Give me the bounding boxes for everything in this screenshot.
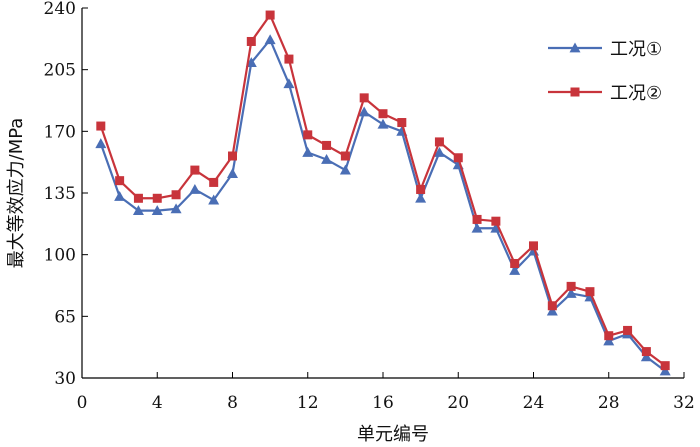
series-1-point [433, 146, 445, 157]
series-1-point [95, 138, 107, 149]
series-2-point [604, 331, 614, 341]
series-2-point [171, 190, 181, 200]
legend: 工况① 工况② [548, 39, 662, 104]
y-tick-label: 205 [44, 61, 76, 81]
series-1-point [302, 146, 314, 157]
series-1-point [509, 265, 521, 275]
x-tick-label: 8 [227, 393, 238, 413]
series-1-line [99, 38, 666, 372]
x-tick-label: 28 [598, 393, 620, 413]
series-2-point [416, 184, 426, 194]
series-1-point [603, 335, 615, 346]
series-2-point [378, 109, 388, 119]
series-1-point [227, 168, 238, 179]
series-layer [95, 10, 671, 376]
series-2-point [115, 176, 125, 186]
y-axis-title: 最大等效应力/MPa [6, 118, 27, 269]
x-tick-label: 12 [297, 393, 319, 413]
series-2-point [453, 153, 463, 163]
series-1-point [358, 106, 370, 117]
series-2-point [660, 361, 670, 371]
series-1-point [208, 194, 220, 205]
series-1-point [546, 305, 558, 316]
series-2-point [152, 193, 162, 203]
y-tick-label: 65 [54, 307, 76, 327]
series-2-point [510, 258, 520, 268]
x-tick-label: 20 [447, 393, 469, 413]
series-1-point [415, 192, 427, 203]
series-2-point [303, 130, 313, 140]
y-tick-label: 170 [44, 122, 76, 142]
legend-label-1: 工况① [610, 39, 662, 60]
series-2-line [99, 13, 666, 367]
series-1-point [377, 118, 389, 129]
series-2-point [641, 347, 651, 357]
y-tick-label: 100 [44, 246, 76, 266]
series-1 [95, 34, 671, 376]
series-2-point [190, 165, 200, 175]
series-2 [96, 10, 670, 371]
series-2-point [133, 193, 143, 203]
legend-label-2: 工况② [610, 83, 662, 104]
series-1-point [339, 164, 351, 175]
series-2-point [529, 241, 538, 251]
x-tick-label: 32 [673, 393, 695, 413]
series-2-point [359, 93, 369, 103]
legend-marker-2 [570, 87, 580, 97]
x-tick-label: 24 [523, 393, 545, 413]
series-2-point [322, 140, 332, 150]
series-1-point [321, 154, 333, 164]
series-2-point [472, 214, 482, 224]
x-tick-label: 4 [152, 393, 163, 413]
series-1-point [132, 205, 144, 216]
series-2-point [246, 36, 256, 46]
series-1-point [189, 183, 201, 194]
series-2-point [491, 216, 501, 226]
series-2-point [585, 287, 595, 297]
series-2-point [209, 177, 219, 187]
series-1-point [283, 78, 295, 89]
x-tick-label: 0 [77, 393, 88, 413]
series-1-point [471, 222, 483, 233]
series-1-point [490, 222, 502, 233]
x-axis-title: 单元编号 [357, 424, 429, 445]
y-tick-label: 240 [44, 0, 76, 19]
series-1-point [565, 287, 577, 298]
series-2-point [547, 301, 557, 311]
series-1-point [659, 365, 671, 376]
series-1-point [114, 191, 126, 201]
series-2-point [623, 325, 633, 335]
series-1-point [264, 34, 276, 45]
y-tick-label: 30 [54, 369, 76, 389]
series-1-point [151, 205, 163, 216]
y-tick-label: 135 [44, 184, 76, 204]
series-2-point [340, 151, 350, 161]
series-2-point [96, 121, 106, 131]
series-1-point [640, 351, 652, 362]
series-2-point [228, 151, 237, 161]
series-2-point [284, 54, 294, 64]
legend-marker-1 [569, 42, 581, 53]
series-2-point [397, 118, 407, 128]
x-tick-label: 16 [372, 393, 394, 413]
series-2-point [434, 137, 444, 147]
series-2-point [566, 281, 576, 291]
series-1-point [170, 203, 182, 214]
series-2-point [265, 10, 275, 20]
axes: 30 65 100 135 170 205 240 0 4 8 12 16 20 24 28 32 [44, 0, 695, 413]
